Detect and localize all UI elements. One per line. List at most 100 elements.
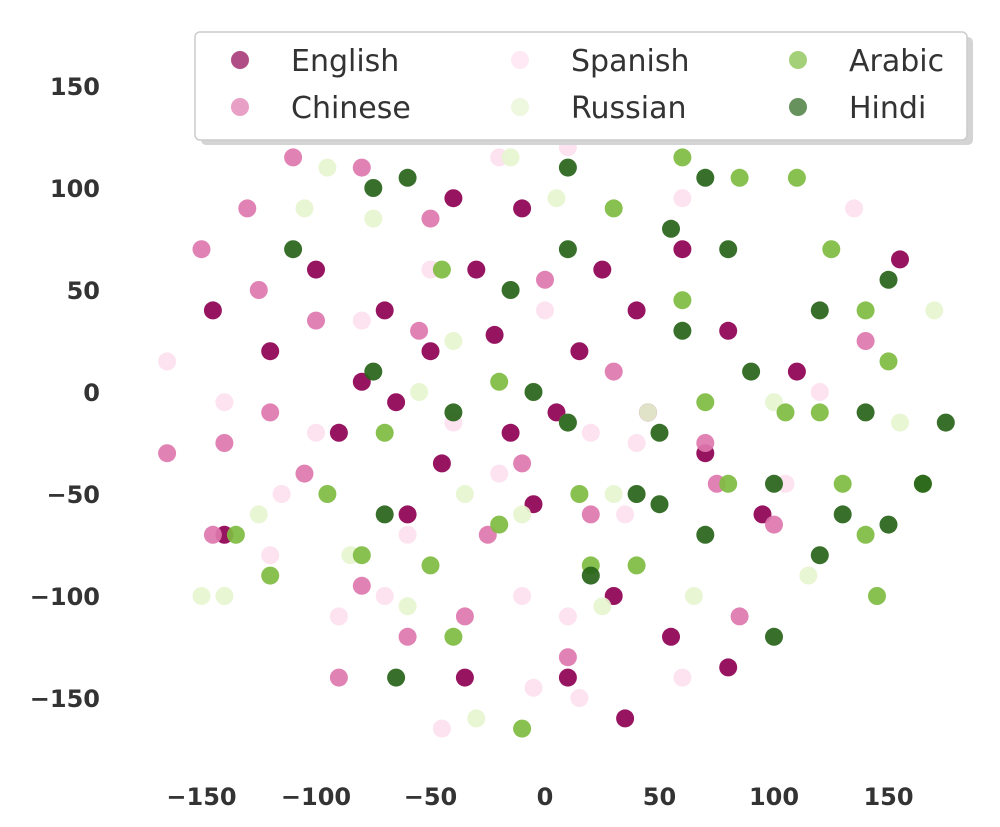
legend-marker-arabic bbox=[789, 51, 807, 69]
point-chinese-9 bbox=[352, 576, 371, 595]
point-hindi-13 bbox=[765, 627, 783, 646]
x-tick-label: 150 bbox=[863, 783, 913, 811]
point-arabic-12 bbox=[490, 515, 509, 534]
point-english-28 bbox=[421, 342, 440, 361]
point-english-1 bbox=[467, 260, 486, 279]
point-spanish-6 bbox=[581, 423, 600, 442]
point-english-29 bbox=[203, 301, 222, 320]
legend-marker-chinese bbox=[231, 98, 249, 116]
x-tick-label: 50 bbox=[643, 783, 676, 811]
point-english-32 bbox=[616, 709, 635, 728]
point-spanish-18 bbox=[524, 678, 543, 697]
point-english-18 bbox=[513, 199, 532, 218]
point-english-25 bbox=[501, 423, 520, 442]
point-chinese-27 bbox=[295, 464, 314, 483]
point-spanish-9 bbox=[329, 607, 348, 626]
point-russian-15 bbox=[318, 158, 337, 177]
point-arabic-28 bbox=[868, 587, 886, 605]
point-hindi-28 bbox=[879, 270, 898, 289]
point-hindi-14 bbox=[650, 495, 669, 514]
point-russian-17 bbox=[593, 597, 612, 616]
point-hindi-8 bbox=[696, 525, 715, 544]
y-tick-label: 50 bbox=[67, 277, 100, 305]
point-spanish-25 bbox=[261, 546, 280, 565]
point-hindi-15 bbox=[375, 505, 394, 524]
point-spanish-4 bbox=[490, 464, 509, 483]
point-hindi-19 bbox=[398, 168, 417, 187]
point-english-9 bbox=[673, 240, 692, 259]
point-arabic-16 bbox=[226, 525, 245, 544]
point-chinese-19 bbox=[581, 505, 600, 524]
point-chinese-26 bbox=[238, 199, 257, 218]
legend-label-arabic: Arabic bbox=[849, 44, 944, 79]
point-hindi-27 bbox=[913, 474, 932, 493]
point-chinese-22 bbox=[158, 444, 177, 463]
point-russian-11 bbox=[684, 587, 703, 605]
point-russian-13 bbox=[444, 332, 463, 350]
point-hindi-24 bbox=[673, 321, 692, 340]
point-arabic-25 bbox=[776, 403, 795, 422]
point-hindi-2 bbox=[662, 219, 680, 238]
point-russian-6 bbox=[604, 485, 623, 503]
point-spanish-15 bbox=[158, 352, 177, 371]
point-spanish-22 bbox=[810, 383, 829, 401]
point-arabic-10 bbox=[719, 474, 738, 493]
point-russian-9 bbox=[215, 587, 234, 605]
point-russian-22 bbox=[925, 301, 944, 320]
point-hindi-25 bbox=[879, 515, 898, 534]
point-chinese-20 bbox=[696, 434, 715, 452]
point-russian-1 bbox=[295, 199, 314, 218]
point-spanish-27 bbox=[673, 189, 692, 208]
point-arabic-1 bbox=[787, 168, 806, 187]
point-hindi-12 bbox=[810, 546, 829, 565]
point-russian-23 bbox=[891, 413, 909, 432]
point-hindi-5 bbox=[444, 403, 463, 422]
point-arabic-26 bbox=[730, 168, 749, 187]
point-chinese-18 bbox=[513, 454, 532, 473]
point-russian-21 bbox=[799, 566, 818, 585]
x-tick-label: −50 bbox=[404, 783, 458, 811]
point-chinese-17 bbox=[730, 607, 749, 626]
point-english-30 bbox=[891, 250, 909, 269]
y-tick-label: −100 bbox=[30, 583, 100, 611]
point-russian-19 bbox=[192, 587, 211, 605]
point-spanish-12 bbox=[616, 505, 635, 524]
point-russian-7 bbox=[639, 403, 657, 422]
y-tick-labels: 150 100 50 0 −50 −100 −150 bbox=[30, 73, 100, 713]
point-hindi-17 bbox=[284, 240, 303, 259]
y-tick-label: −50 bbox=[46, 481, 100, 509]
point-arabic-19 bbox=[444, 627, 463, 646]
point-hindi-29 bbox=[387, 668, 406, 687]
point-arabic-22 bbox=[432, 260, 451, 279]
legend-marker-spanish bbox=[511, 51, 529, 69]
point-english-5 bbox=[329, 423, 348, 442]
point-english-33 bbox=[719, 658, 738, 677]
point-chinese-5 bbox=[410, 321, 429, 340]
point-russian-12 bbox=[765, 393, 783, 412]
point-hindi-30 bbox=[742, 362, 761, 381]
point-arabic-24 bbox=[490, 372, 509, 391]
point-arabic-17 bbox=[318, 485, 337, 503]
point-spanish-19 bbox=[570, 689, 589, 707]
point-english-2 bbox=[485, 325, 504, 344]
point-spanish-13 bbox=[272, 485, 291, 503]
legend-label-russian: Russian bbox=[571, 91, 687, 126]
point-hindi-7 bbox=[627, 485, 646, 503]
point-english-20 bbox=[307, 260, 325, 279]
x-tick-labels: −150 −100 −50 0 50 100 150 bbox=[166, 783, 913, 811]
point-arabic-20 bbox=[570, 485, 589, 503]
legend: English Chinese Spanish Russian Arabic Hindi bbox=[194, 31, 973, 145]
point-hindi-16 bbox=[364, 362, 383, 381]
x-tick-label: 0 bbox=[537, 783, 554, 811]
point-hindi-4 bbox=[501, 281, 520, 299]
point-spanish-2 bbox=[398, 525, 417, 544]
point-chinese-13 bbox=[329, 668, 348, 687]
point-russian-3 bbox=[455, 485, 474, 503]
point-chinese-14 bbox=[398, 627, 417, 646]
x-tick-label: −100 bbox=[281, 783, 351, 811]
point-spanish-20 bbox=[432, 719, 451, 738]
point-chinese-8 bbox=[604, 362, 623, 381]
point-hindi-20 bbox=[558, 158, 577, 177]
point-english-13 bbox=[558, 668, 577, 687]
